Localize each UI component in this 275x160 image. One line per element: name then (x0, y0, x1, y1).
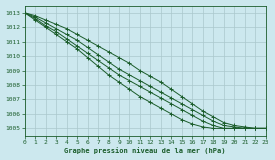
X-axis label: Graphe pression niveau de la mer (hPa): Graphe pression niveau de la mer (hPa) (64, 148, 226, 154)
